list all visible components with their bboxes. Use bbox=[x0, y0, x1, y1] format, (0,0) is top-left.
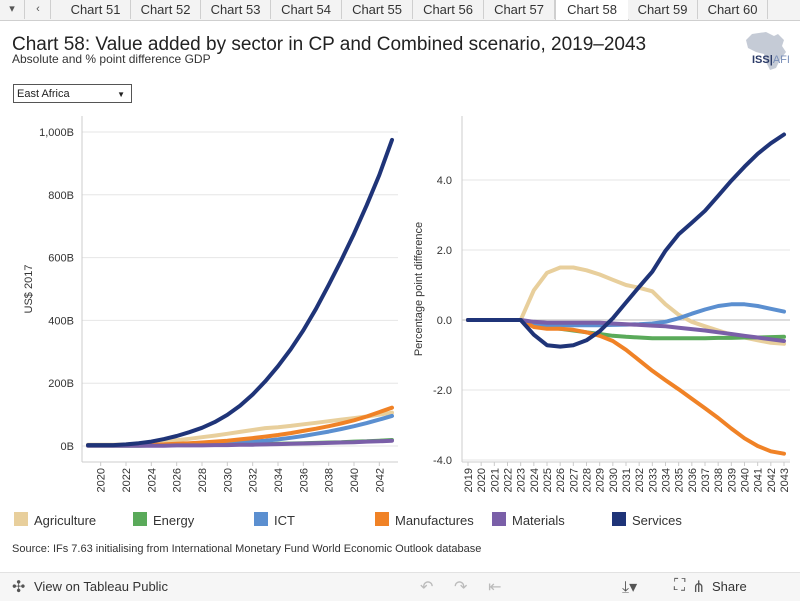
region-dropdown-value: East Africa bbox=[17, 88, 70, 100]
tableau-logo-icon: ✣ bbox=[12, 579, 26, 596]
chevron-left-icon[interactable]: ‹ bbox=[26, 0, 51, 19]
page-title: Chart 58: Value added by sector in CP an… bbox=[12, 34, 647, 55]
redo-icon[interactable]: ↷ bbox=[454, 579, 468, 596]
legend-label: ICT bbox=[274, 513, 295, 528]
x-tick-label: 2028 bbox=[197, 468, 209, 492]
x-tick-label: 2042 bbox=[766, 468, 778, 492]
x-tick-label: 2030 bbox=[222, 468, 234, 492]
tab-item[interactable]: Chart 59 bbox=[628, 0, 698, 19]
tab-scroll-menu-icon[interactable]: ▾ bbox=[0, 0, 25, 19]
series-line-services bbox=[466, 132, 786, 349]
page-subtitle: Absolute and % point difference GDP bbox=[12, 52, 211, 66]
y-tick-label: 1,000B bbox=[39, 127, 74, 139]
series-line-materials bbox=[86, 438, 394, 448]
legend-label: Services bbox=[632, 513, 682, 528]
download-icon[interactable]: ⤓▾ bbox=[622, 579, 638, 596]
x-tick-label: 2037 bbox=[700, 468, 712, 492]
x-tick-label: 2019 bbox=[463, 468, 475, 492]
x-tick-label: 2025 bbox=[542, 468, 554, 492]
tab-item[interactable]: Chart 51 bbox=[61, 0, 131, 19]
footer-bar: ✣ View on Tableau Public ↶ ↷ ⇤ ⤓▾ ⛶ ⋔ Sh… bbox=[0, 572, 800, 601]
x-tick-label: 2027 bbox=[568, 468, 580, 492]
tab-item[interactable]: Chart 58 bbox=[555, 0, 629, 20]
x-tick-label: 2040 bbox=[349, 468, 361, 492]
undo-icon[interactable]: ↶ bbox=[420, 579, 434, 596]
view-on-tableau-link[interactable]: View on Tableau Public bbox=[34, 579, 168, 594]
y-tick-label: 600B bbox=[48, 253, 74, 265]
x-tick-label: 2029 bbox=[595, 468, 607, 492]
tab-item[interactable]: Chart 56 bbox=[413, 0, 484, 19]
x-tick-label: 2036 bbox=[298, 468, 310, 492]
tab-item[interactable]: Chart 57 bbox=[484, 0, 555, 19]
y-tick-label: -2.0 bbox=[433, 385, 452, 397]
legend-label: Materials bbox=[512, 513, 565, 528]
x-tick-label: 2024 bbox=[529, 468, 541, 492]
y-tick-label: 0.0 bbox=[437, 315, 452, 327]
legend-label: Energy bbox=[153, 513, 195, 528]
share-icon[interactable]: ⋔ bbox=[692, 579, 706, 596]
tab-item[interactable]: Chart 60 bbox=[698, 0, 768, 19]
x-tick-label: 2022 bbox=[503, 468, 515, 492]
x-tick-label: 2032 bbox=[248, 468, 260, 492]
legend-swatch bbox=[14, 512, 28, 526]
tab-bar: ▾ ‹ Chart 51 Chart 52 Chart 53 Chart 54 Char… bbox=[0, 0, 800, 21]
x-tick-label: 2032 bbox=[634, 468, 646, 492]
x-tick-label: 2031 bbox=[621, 468, 633, 492]
y-tick-label: 200B bbox=[48, 378, 74, 390]
y-tick-label: -4.0 bbox=[433, 455, 452, 467]
x-tick-label: 2034 bbox=[273, 468, 285, 492]
series-line-manufactures bbox=[466, 318, 786, 456]
x-tick-label: 2041 bbox=[753, 468, 765, 492]
x-tick-label: 2038 bbox=[713, 468, 725, 492]
x-tick-label: 2028 bbox=[582, 468, 594, 492]
x-tick-label: 2036 bbox=[687, 468, 699, 492]
legend-swatch bbox=[375, 512, 389, 526]
legend-label: Manufactures bbox=[395, 513, 474, 528]
x-tick-label: 2035 bbox=[674, 468, 686, 492]
legend-label: Agriculture bbox=[34, 513, 97, 528]
y-tick-label: 0B bbox=[61, 441, 74, 453]
x-tick-label: 2043 bbox=[779, 468, 791, 492]
x-tick-label: 2023 bbox=[516, 468, 528, 492]
y-axis-title: Percentage point difference bbox=[413, 222, 425, 356]
y-tick-label: 400B bbox=[48, 315, 74, 327]
x-tick-label: 2026 bbox=[555, 468, 567, 492]
series-line-services bbox=[86, 137, 394, 448]
series-line-ict bbox=[466, 302, 786, 328]
tab-item[interactable]: Chart 54 bbox=[271, 0, 342, 19]
region-dropdown[interactable]: East Africa ▼ bbox=[13, 84, 132, 103]
x-tick-label: 2022 bbox=[121, 468, 133, 492]
revert-icon[interactable]: ⇤ bbox=[488, 579, 502, 596]
dropdown-arrow-icon: ▼ bbox=[117, 90, 125, 99]
tab-item[interactable]: Chart 55 bbox=[342, 0, 413, 19]
fullscreen-icon[interactable]: ⛶ bbox=[674, 577, 686, 594]
y-tick-label: 4.0 bbox=[437, 175, 452, 187]
y-axis-title: US$ 2017 bbox=[23, 265, 35, 314]
x-tick-label: 2020 bbox=[96, 468, 108, 492]
x-tick-label: 2033 bbox=[647, 468, 659, 492]
legend-swatch bbox=[133, 512, 147, 526]
x-tick-label: 2039 bbox=[726, 468, 738, 492]
legend-swatch bbox=[254, 512, 268, 526]
x-tick-label: 2021 bbox=[489, 468, 501, 492]
x-tick-label: 2038 bbox=[324, 468, 336, 492]
x-tick-label: 2024 bbox=[146, 468, 158, 492]
tab-item[interactable]: Chart 53 bbox=[201, 0, 271, 19]
y-tick-label: 2.0 bbox=[437, 245, 452, 257]
x-tick-label: 2042 bbox=[374, 468, 386, 492]
x-tick-label: 2034 bbox=[661, 468, 673, 492]
x-tick-label: 2026 bbox=[172, 468, 184, 492]
legend-swatch bbox=[492, 512, 506, 526]
x-tick-label: 2020 bbox=[476, 468, 488, 492]
x-tick-label: 2030 bbox=[608, 468, 620, 492]
y-tick-label: 800B bbox=[48, 190, 74, 202]
iss-afi-logo: ISS|AFI bbox=[752, 54, 790, 66]
x-tick-label: 2040 bbox=[740, 468, 752, 492]
legend-swatch bbox=[612, 512, 626, 526]
tab-item[interactable]: Chart 52 bbox=[131, 0, 201, 19]
africa-map-logo-icon bbox=[746, 32, 786, 70]
share-button[interactable]: Share bbox=[712, 579, 747, 594]
source-note: Source: IFs 7.63 initialising from Inter… bbox=[12, 543, 482, 555]
